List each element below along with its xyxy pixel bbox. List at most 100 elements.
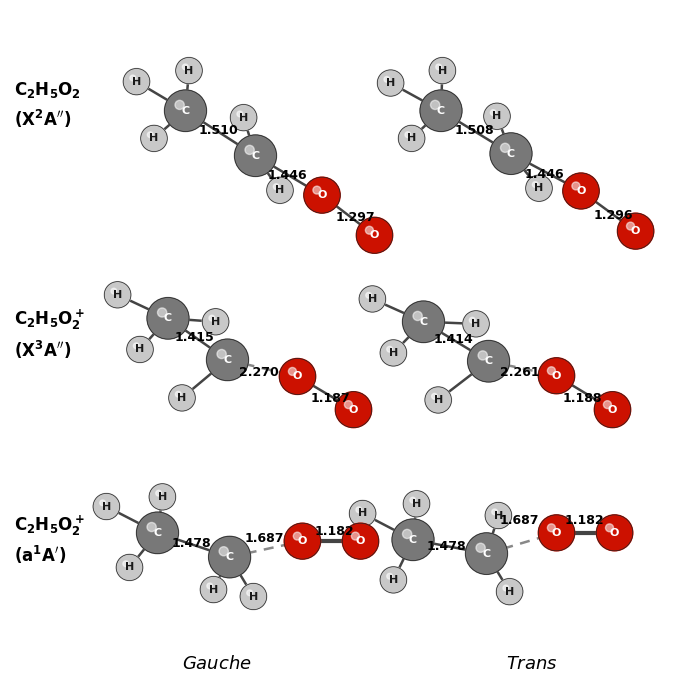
Circle shape [575, 185, 587, 197]
Circle shape [146, 130, 162, 147]
Circle shape [126, 564, 133, 571]
Circle shape [608, 406, 617, 414]
Circle shape [298, 536, 307, 546]
Circle shape [526, 176, 552, 201]
Circle shape [538, 358, 575, 394]
Circle shape [386, 345, 401, 361]
Circle shape [477, 545, 496, 563]
Circle shape [629, 225, 642, 237]
Circle shape [206, 312, 225, 331]
Circle shape [148, 299, 188, 338]
Circle shape [169, 385, 195, 410]
Circle shape [622, 218, 649, 244]
Circle shape [204, 311, 227, 333]
Circle shape [147, 132, 161, 145]
Circle shape [127, 565, 132, 570]
Circle shape [181, 106, 190, 116]
Circle shape [286, 525, 318, 557]
Circle shape [491, 509, 505, 522]
Circle shape [468, 340, 510, 382]
Circle shape [552, 529, 561, 537]
Circle shape [133, 78, 140, 85]
Circle shape [408, 535, 418, 545]
Circle shape [99, 500, 113, 513]
Text: $\mathbf{C_2H_5O_2^+}$: $\mathbf{C_2H_5O_2^+}$ [14, 513, 85, 538]
Circle shape [102, 502, 111, 511]
Circle shape [531, 180, 547, 197]
Text: H: H [132, 77, 141, 86]
Circle shape [175, 100, 184, 109]
Circle shape [273, 184, 279, 190]
Circle shape [272, 183, 288, 198]
Circle shape [245, 588, 262, 605]
Circle shape [368, 229, 381, 242]
Circle shape [129, 338, 151, 361]
Circle shape [136, 512, 178, 554]
Circle shape [547, 523, 566, 543]
Circle shape [481, 548, 492, 559]
Text: C: C [225, 552, 234, 562]
Text: C: C [181, 106, 190, 116]
Circle shape [117, 294, 118, 295]
Circle shape [293, 532, 312, 550]
Circle shape [367, 293, 378, 304]
Circle shape [342, 398, 365, 421]
Circle shape [186, 68, 192, 73]
Circle shape [298, 537, 307, 545]
Circle shape [172, 97, 200, 125]
Circle shape [236, 110, 251, 125]
Circle shape [178, 394, 186, 401]
Circle shape [270, 181, 290, 200]
Circle shape [172, 388, 193, 408]
Circle shape [548, 367, 565, 384]
Circle shape [216, 348, 239, 372]
Circle shape [313, 186, 321, 194]
Circle shape [543, 520, 570, 546]
Circle shape [217, 545, 242, 570]
Circle shape [405, 132, 418, 145]
Circle shape [293, 532, 301, 540]
Circle shape [173, 389, 191, 407]
Circle shape [129, 74, 144, 89]
Circle shape [207, 583, 213, 589]
Circle shape [233, 107, 254, 128]
Circle shape [389, 81, 393, 85]
Circle shape [595, 392, 630, 427]
Circle shape [174, 99, 197, 122]
Circle shape [528, 178, 550, 199]
Text: C: C [251, 151, 260, 161]
Circle shape [357, 218, 392, 253]
Circle shape [166, 91, 205, 130]
Circle shape [541, 518, 572, 548]
Circle shape [412, 499, 421, 509]
Circle shape [540, 517, 573, 549]
Circle shape [108, 286, 127, 304]
Circle shape [241, 585, 265, 608]
Circle shape [267, 177, 293, 203]
Circle shape [269, 179, 291, 201]
Circle shape [287, 526, 318, 556]
Circle shape [471, 344, 506, 379]
Circle shape [148, 132, 153, 138]
Circle shape [188, 70, 190, 71]
Circle shape [603, 401, 611, 408]
Circle shape [614, 532, 615, 534]
Circle shape [184, 109, 187, 112]
Circle shape [247, 147, 264, 164]
Circle shape [363, 289, 382, 309]
Circle shape [318, 191, 326, 199]
Circle shape [119, 557, 140, 578]
Circle shape [211, 318, 220, 326]
Circle shape [232, 106, 256, 129]
Circle shape [606, 524, 624, 542]
Circle shape [604, 401, 621, 418]
Circle shape [410, 136, 414, 140]
Circle shape [141, 517, 174, 549]
Text: H: H [358, 509, 368, 518]
Circle shape [500, 143, 522, 164]
Circle shape [132, 342, 148, 357]
Circle shape [159, 309, 177, 327]
Circle shape [244, 588, 262, 606]
Circle shape [496, 579, 523, 605]
Circle shape [135, 80, 138, 83]
